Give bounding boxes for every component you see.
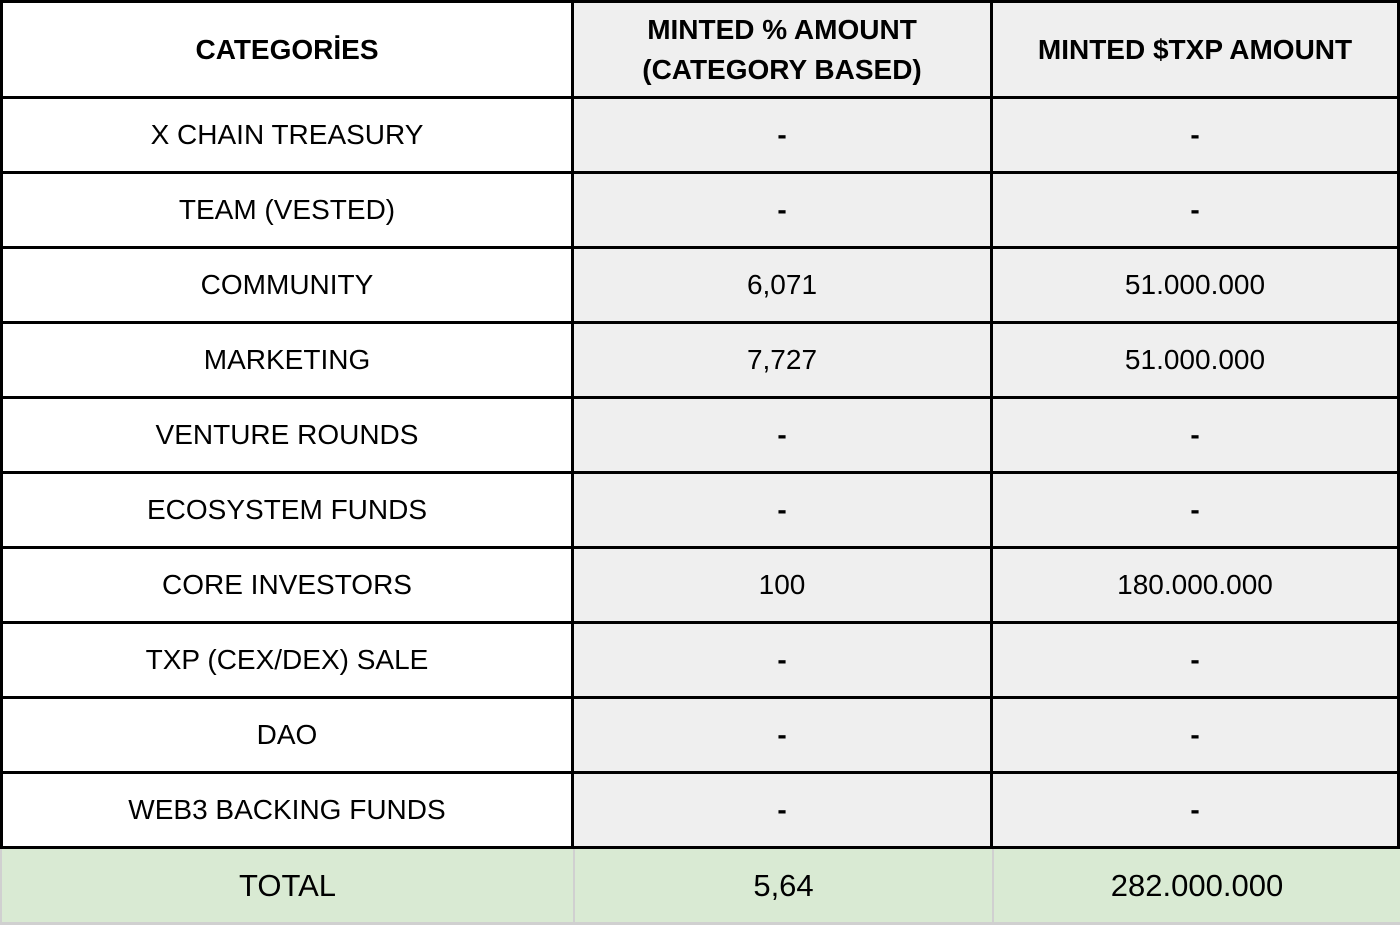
category-cell: WEB3 BACKING FUNDS bbox=[0, 771, 574, 849]
header-minted-txp-amount: MINTED $TXP AMOUNT bbox=[990, 0, 1400, 99]
minted-pct-cell: 100 bbox=[571, 546, 993, 624]
header-categories: CATEGORİES bbox=[0, 0, 574, 99]
minted-pct-cell: 6,071 bbox=[571, 246, 993, 324]
minted-pct-cell: - bbox=[571, 171, 993, 249]
header-minted-pct-line1: MINTED % AMOUNT bbox=[647, 14, 917, 46]
category-cell: TXP (CEX/DEX) SALE bbox=[0, 621, 574, 699]
total-row: TOTAL 5,64 282.000.000 bbox=[0, 849, 1400, 925]
minted-txp-cell: 51.000.000 bbox=[990, 246, 1400, 324]
category-cell: MARKETING bbox=[0, 321, 574, 399]
category-cell: X CHAIN TREASURY bbox=[0, 96, 574, 174]
table-row: VENTURE ROUNDS - - bbox=[0, 396, 1400, 474]
category-cell: TEAM (VESTED) bbox=[0, 171, 574, 249]
category-cell: COMMUNITY bbox=[0, 246, 574, 324]
total-minted-txp: 282.000.000 bbox=[992, 849, 1400, 922]
table-row: MARKETING 7,727 51.000.000 bbox=[0, 321, 1400, 399]
total-label: TOTAL bbox=[238, 867, 337, 903]
header-categories-label: CATEGORİES bbox=[195, 33, 379, 65]
header-row: CATEGORİES MINTED % AMOUNT (CATEGORY BAS… bbox=[0, 0, 1400, 99]
minted-pct-cell: - bbox=[571, 696, 993, 774]
minted-txp-cell: - bbox=[990, 171, 1400, 249]
header-minted-pct-line2: (CATEGORY BASED) bbox=[642, 53, 922, 85]
minted-pct-cell: - bbox=[571, 471, 993, 549]
table-row: WEB3 BACKING FUNDS - - bbox=[0, 771, 1400, 849]
minted-txp-cell: - bbox=[990, 696, 1400, 774]
table-row: X CHAIN TREASURY - - bbox=[0, 96, 1400, 174]
category-cell: CORE INVESTORS bbox=[0, 546, 574, 624]
table-row: CORE INVESTORS 100 180.000.000 bbox=[0, 546, 1400, 624]
category-cell: DAO bbox=[0, 696, 574, 774]
total-minted-pct: 5,64 bbox=[573, 849, 992, 922]
minted-txp-cell: 180.000.000 bbox=[990, 546, 1400, 624]
minted-pct-cell: - bbox=[571, 396, 993, 474]
header-minted-pct-amount: MINTED % AMOUNT (CATEGORY BASED) bbox=[571, 0, 993, 99]
minted-txp-cell: - bbox=[990, 396, 1400, 474]
minted-txp-cell: 51.000.000 bbox=[990, 321, 1400, 399]
tokenomics-table: CATEGORİES MINTED % AMOUNT (CATEGORY BAS… bbox=[0, 0, 1400, 849]
table-row: ECOSYSTEM FUNDS - - bbox=[0, 471, 1400, 549]
category-cell: ECOSYSTEM FUNDS bbox=[0, 471, 574, 549]
minted-pct-cell: - bbox=[571, 621, 993, 699]
minted-pct-cell: - bbox=[571, 771, 993, 849]
minted-pct-cell: 7,727 bbox=[571, 321, 993, 399]
table-row: TXP (CEX/DEX) SALE - - bbox=[0, 621, 1400, 699]
minted-txp-cell: - bbox=[990, 621, 1400, 699]
minted-txp-cell: - bbox=[990, 471, 1400, 549]
header-minted-txp-label: MINTED $TXP AMOUNT bbox=[1037, 33, 1353, 65]
minted-pct-cell: - bbox=[571, 96, 993, 174]
category-cell: VENTURE ROUNDS bbox=[0, 396, 574, 474]
minted-txp-cell: - bbox=[990, 96, 1400, 174]
table-row: TEAM (VESTED) - - bbox=[0, 171, 1400, 249]
table-row: DAO - - bbox=[0, 696, 1400, 774]
table-row: COMMUNITY 6,071 51.000.000 bbox=[0, 246, 1400, 324]
minted-txp-cell: - bbox=[990, 771, 1400, 849]
